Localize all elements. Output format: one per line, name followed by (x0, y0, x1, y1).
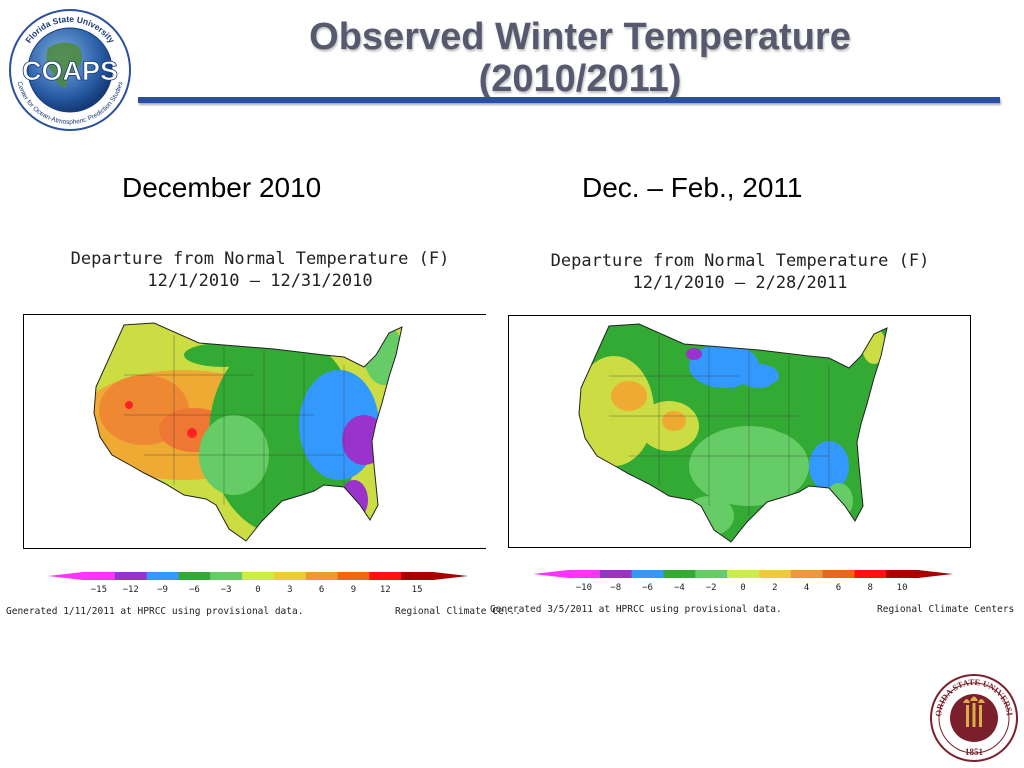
right-scale-tick-label: −4 (674, 583, 685, 593)
subtitle-december-2010: December 2010 (122, 172, 322, 203)
left-scale-swatch (210, 572, 243, 580)
right-scale-swatch (568, 570, 601, 578)
left-scale-tick-label: 12 (380, 585, 391, 595)
left-scale-swatch (369, 572, 402, 580)
slide-title-line2: (2010/2011) (478, 58, 682, 100)
right-scale-swatch (854, 570, 887, 578)
color-scale-left-bars (48, 572, 468, 580)
right-scale-arrow-high (918, 570, 953, 578)
map-right-title-line1: Departure from Normal Temperature (F) (550, 251, 930, 271)
right-scale-tick-label: 2 (772, 583, 777, 593)
coaps-logo: COAPS Florida State University Center fo… (9, 9, 131, 131)
map-left-december (93, 322, 403, 542)
left-scale-tick-label: 3 (287, 585, 292, 595)
right-scale-swatch (790, 570, 824, 578)
left-scale-swatch (401, 572, 434, 580)
right-scale-swatch (727, 570, 760, 578)
color-scale-left-labels: −15 −12 −9 −6 −3 0 3 6 9 12 15 (91, 585, 423, 595)
right-scale-tick-label: 4 (804, 583, 809, 593)
left-scale-swatch (146, 572, 179, 580)
right-scale-swatch (631, 570, 664, 578)
right-scale-tick-label: 8 (868, 583, 873, 593)
title-underline (138, 97, 1000, 103)
right-scale-swatch (663, 570, 696, 578)
left-scale-arrow-high (433, 572, 468, 580)
fsu-seal-year: 1851 (965, 747, 984, 757)
right-scale-swatch (758, 570, 792, 578)
right-scale-tick-label: 0 (740, 583, 745, 593)
coaps-logo-text: COAPS (22, 56, 118, 86)
right-scale-swatch (886, 570, 919, 578)
right-scale-arrow-low (533, 570, 568, 578)
left-scale-tick-label: −15 (91, 585, 107, 595)
fsu-seal: FLORIDA STATE UNIVERSITY 1851 (929, 673, 1018, 762)
color-scale-left: −15 −12 −9 −6 −3 0 3 6 9 12 15 (48, 572, 468, 595)
map-right-footer-generated: Generated 3/5/2011 at HPRCC using provis… (490, 604, 782, 615)
color-scale-right-bars (533, 570, 953, 578)
right-scale-tick-label: −8 (610, 583, 621, 593)
map-left-title-line2: 12/1/2010 – 12/31/2010 (147, 271, 373, 291)
right-scale-tick-label: −10 (576, 583, 592, 593)
color-scale-right-labels: −10 −8 −6 −4 −2 0 2 4 6 8 10 (576, 583, 908, 593)
map-right-footer-rcc: Regional Climate Centers (877, 604, 1015, 615)
right-scale-tick-label: 6 (836, 583, 841, 593)
left-scale-swatch (178, 572, 211, 580)
slide-title-line1: Observed Winter Temperature (309, 16, 851, 58)
left-scale-tick-label: 9 (351, 585, 356, 595)
right-scale-swatch (599, 570, 633, 578)
map-right-title: Departure from Normal Temperature (F) 12… (520, 250, 960, 294)
right-scale-tick-label: 10 (897, 583, 908, 593)
left-scale-swatch (273, 572, 307, 580)
map-left-title-line1: Departure from Normal Temperature (F) (70, 249, 450, 269)
left-scale-tick-label: −9 (157, 585, 168, 595)
right-scale-tick-label: −2 (706, 583, 717, 593)
left-scale-tick-label: −12 (123, 585, 139, 595)
left-scale-swatch (305, 572, 339, 580)
map-right-frame (508, 315, 971, 548)
left-scale-arrow-low (48, 572, 83, 580)
map-left-title: Departure from Normal Temperature (F) 12… (40, 248, 480, 292)
slide-title: Observed Winter Temperature (2010/2011) (200, 16, 960, 100)
left-scale-swatch (114, 572, 148, 580)
subtitle-dec-feb-2011: Dec. – Feb., 2011 (582, 172, 803, 203)
left-scale-swatch (83, 572, 116, 580)
left-scale-swatch (337, 572, 370, 580)
map-right-dec-feb (578, 323, 888, 543)
right-scale-swatch (822, 570, 855, 578)
map-left-footer-generated: Generated 1/11/2011 at HPRCC using provi… (6, 606, 304, 617)
left-scale-tick-label: 0 (255, 585, 260, 595)
color-scale-right: −10 −8 −6 −4 −2 0 2 4 6 8 10 (533, 570, 953, 593)
left-scale-tick-label: −3 (221, 585, 232, 595)
map-right-title-line2: 12/1/2010 – 2/28/2011 (632, 273, 848, 293)
map-left-footer-rcc: Regional Climate Ce... (395, 606, 521, 617)
left-scale-tick-label: 6 (319, 585, 324, 595)
right-scale-swatch (695, 570, 728, 578)
left-scale-swatch (242, 572, 275, 580)
left-scale-tick-label: 15 (412, 585, 423, 595)
left-scale-tick-label: −6 (189, 585, 200, 595)
map-left-frame (23, 314, 486, 549)
right-scale-tick-label: −6 (642, 583, 653, 593)
